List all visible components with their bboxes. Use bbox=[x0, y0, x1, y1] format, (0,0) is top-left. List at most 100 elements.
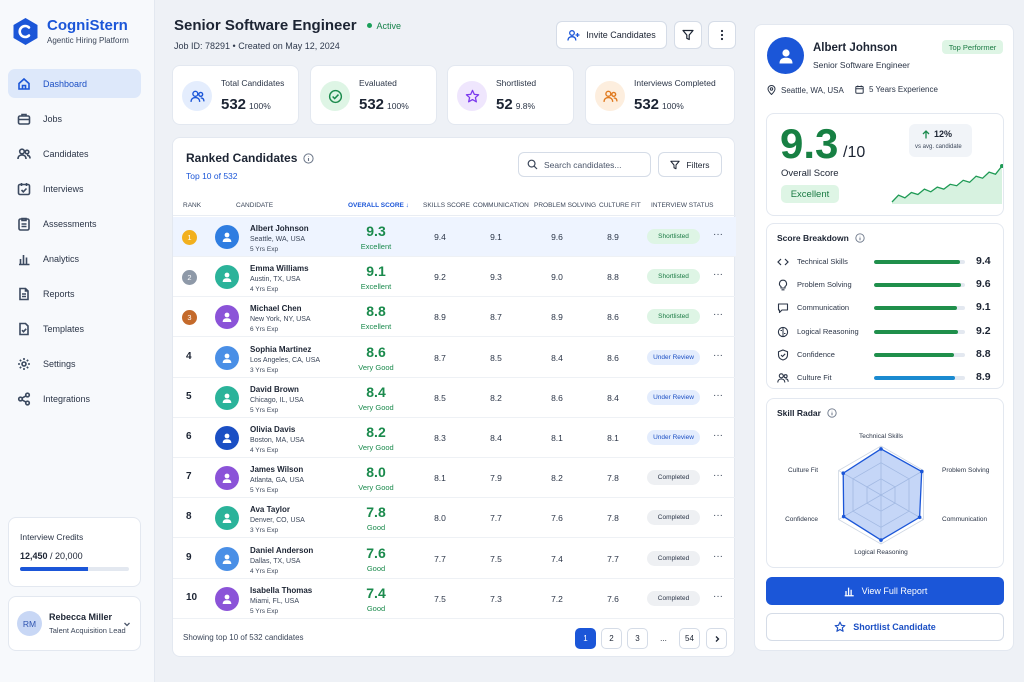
brand[interactable]: CogniStern Agentic Hiring Platform bbox=[12, 17, 129, 46]
sidebar-item-integrations[interactable]: Integrations bbox=[8, 384, 141, 413]
sidebar-item-reports[interactable]: Reports bbox=[8, 279, 141, 308]
table-row[interactable]: 2 Emma Williams Austin, TX, USA 4 Yrs Ex… bbox=[173, 257, 736, 298]
interview-status-badge: Completed bbox=[647, 590, 700, 606]
candidate-detail-panel: Albert Johnson Senior Software Engineer … bbox=[754, 24, 1014, 651]
table-row[interactable]: 8 Ava Taylor Denver, CO, USA 3 Yrs Exp 7… bbox=[173, 498, 736, 539]
row-more-button[interactable]: ··· bbox=[713, 430, 723, 441]
row-more-button[interactable]: ··· bbox=[713, 229, 723, 240]
candidate-name[interactable]: Sophia Martinez bbox=[250, 344, 312, 354]
column-header-culture-fit[interactable]: Culture Fit bbox=[599, 202, 641, 209]
breakdown-bar bbox=[874, 376, 965, 380]
table-row[interactable]: 6 Olivia Davis Boston, MA, USA 4 Yrs Exp… bbox=[173, 418, 736, 458]
info-icon[interactable] bbox=[827, 408, 837, 418]
sidebar-item-settings[interactable]: Settings bbox=[8, 349, 141, 378]
candidate-name[interactable]: David Brown bbox=[250, 384, 299, 394]
stat-card-total: Total Candidates 532 100% bbox=[172, 65, 299, 125]
info-icon[interactable] bbox=[855, 233, 865, 243]
candidate-name[interactable]: Albert Johnson bbox=[250, 224, 309, 233]
user-profile-menu[interactable]: RM Rebecca Miller Talent Acquisition Lea… bbox=[8, 596, 141, 651]
sidebar-item-interviews[interactable]: Interviews bbox=[8, 174, 141, 203]
sidebar-nav: Dashboard Jobs Candidates Interviews Ass… bbox=[8, 69, 141, 419]
candidate-name[interactable]: Isabella Thomas bbox=[250, 585, 313, 595]
sparkline-line bbox=[891, 165, 1003, 203]
avatar bbox=[215, 225, 239, 249]
table-row[interactable]: 10 Isabella Thomas Miami, FL, USA 5 Yrs … bbox=[173, 579, 736, 619]
table-row[interactable]: 5 David Brown Chicago, IL, USA 5 Yrs Exp… bbox=[173, 378, 736, 418]
search-input[interactable] bbox=[544, 159, 644, 170]
sidebar-item-assessments[interactable]: Assessments bbox=[8, 209, 141, 238]
candidate-name[interactable]: Emma Williams bbox=[250, 264, 309, 274]
sidebar-item-analytics[interactable]: Analytics bbox=[8, 244, 141, 273]
sidebar-item-templates[interactable]: Templates bbox=[8, 314, 141, 343]
candidate-name[interactable]: Daniel Anderson bbox=[250, 545, 314, 555]
page-button-3[interactable]: 3 bbox=[627, 628, 648, 649]
stat-value: 52 9.8% bbox=[496, 96, 535, 113]
row-more-button[interactable]: ··· bbox=[713, 349, 723, 361]
candidate-name[interactable]: Ava Taylor bbox=[250, 505, 291, 515]
more-options-button[interactable] bbox=[708, 21, 736, 49]
sidebar-item-candidates[interactable]: Candidates bbox=[8, 139, 141, 168]
filters-button[interactable]: Filters bbox=[658, 152, 722, 177]
culture-fit-score: 7.8 bbox=[607, 473, 619, 484]
overall-rating: Very Good bbox=[358, 483, 394, 493]
stat-value: 532 100% bbox=[634, 96, 684, 113]
search-icon bbox=[527, 159, 538, 170]
sidebar-item-label: Settings bbox=[43, 358, 76, 369]
interview-status-badge: Under Review bbox=[647, 349, 700, 365]
skills-score: 7.7 bbox=[434, 553, 446, 564]
table-row[interactable]: 9 Daniel Anderson Dallas, TX, USA 4 Yrs … bbox=[173, 539, 736, 579]
candidate-name[interactable]: James Wilson bbox=[250, 465, 304, 475]
status-text: Active bbox=[376, 20, 402, 31]
row-more-button[interactable]: ··· bbox=[713, 389, 723, 401]
shortlist-candidate-button[interactable]: Shortlist Candidate bbox=[766, 613, 1004, 641]
row-more-button[interactable]: ··· bbox=[713, 590, 723, 602]
radar-axis-label: Logical Reasoning bbox=[854, 549, 908, 556]
sidebar-item-dashboard[interactable]: Dashboard bbox=[8, 69, 141, 98]
interview-status-badge: Completed bbox=[647, 470, 700, 486]
report-label: View Full Report bbox=[861, 586, 928, 596]
sidebar-item-label: Dashboard bbox=[43, 78, 88, 89]
candidate-location: Seattle, WA, USA bbox=[767, 85, 844, 95]
next-page-button[interactable] bbox=[706, 628, 727, 649]
gear-icon bbox=[18, 357, 30, 370]
user-icon bbox=[779, 48, 792, 63]
table-row[interactable]: 3 Michael Chen New York, NY, USA 6 Yrs E… bbox=[173, 297, 736, 338]
candidate-location: Boston, MA, USA bbox=[250, 437, 305, 444]
page-button-2[interactable]: 2 bbox=[601, 628, 622, 649]
invite-candidates-button[interactable]: Invite Candidates bbox=[556, 21, 667, 49]
column-header-communication[interactable]: Communication bbox=[473, 202, 529, 209]
column-header-interview-status[interactable]: Interview Status bbox=[651, 202, 714, 209]
row-more-button[interactable]: ··· bbox=[713, 550, 723, 562]
table-footer-text: Showing top 10 of 532 candidates bbox=[183, 633, 304, 642]
row-more-button[interactable]: ··· bbox=[713, 309, 723, 321]
column-header-rank[interactable]: Rank bbox=[183, 202, 202, 209]
radar-point bbox=[917, 515, 922, 520]
row-more-button[interactable]: ··· bbox=[713, 510, 723, 522]
sparkline-area bbox=[892, 166, 1002, 204]
column-header-overall-score[interactable]: Overall Score ↓ bbox=[348, 202, 409, 209]
row-more-button[interactable]: ··· bbox=[713, 470, 723, 482]
view-full-report-button[interactable]: View Full Report bbox=[766, 577, 1004, 605]
column-header-skills-score[interactable]: Skills Score bbox=[423, 202, 470, 209]
column-header-candidate[interactable]: Candidate bbox=[236, 202, 274, 209]
table-row[interactable]: 4 Sophia Martinez Los Angeles, CA, USA 3… bbox=[173, 338, 736, 378]
table-row[interactable]: 1 Albert Johnson Seattle, WA, USA 5 Yrs … bbox=[173, 217, 736, 257]
skills-score: 8.1 bbox=[434, 473, 446, 484]
page-ellipsis: ... bbox=[660, 634, 667, 643]
page-button-1[interactable]: 1 bbox=[575, 628, 596, 649]
page-button-54[interactable]: 54 bbox=[679, 628, 700, 649]
bar-chart-icon bbox=[844, 587, 854, 597]
stat-percent: 100% bbox=[662, 101, 684, 111]
table-row[interactable]: 7 James Wilson Atlanta, GA, USA 5 Yrs Ex… bbox=[173, 458, 736, 499]
column-header-problem-solving[interactable]: Problem Solving bbox=[534, 202, 597, 209]
candidate-name[interactable]: Michael Chen bbox=[250, 304, 302, 314]
job-meta: Job ID: 78291 • Created on May 12, 2024 bbox=[174, 41, 340, 51]
candidate-experience: 4 Yrs Exp bbox=[250, 567, 279, 575]
search-box[interactable] bbox=[518, 152, 651, 177]
info-icon[interactable] bbox=[303, 152, 314, 164]
credits-progress-fill bbox=[20, 567, 88, 571]
row-more-button[interactable]: ··· bbox=[713, 269, 723, 281]
sidebar-item-jobs[interactable]: Jobs bbox=[8, 104, 141, 133]
candidate-name[interactable]: Olivia Davis bbox=[250, 425, 296, 434]
filter-button[interactable] bbox=[674, 21, 702, 49]
